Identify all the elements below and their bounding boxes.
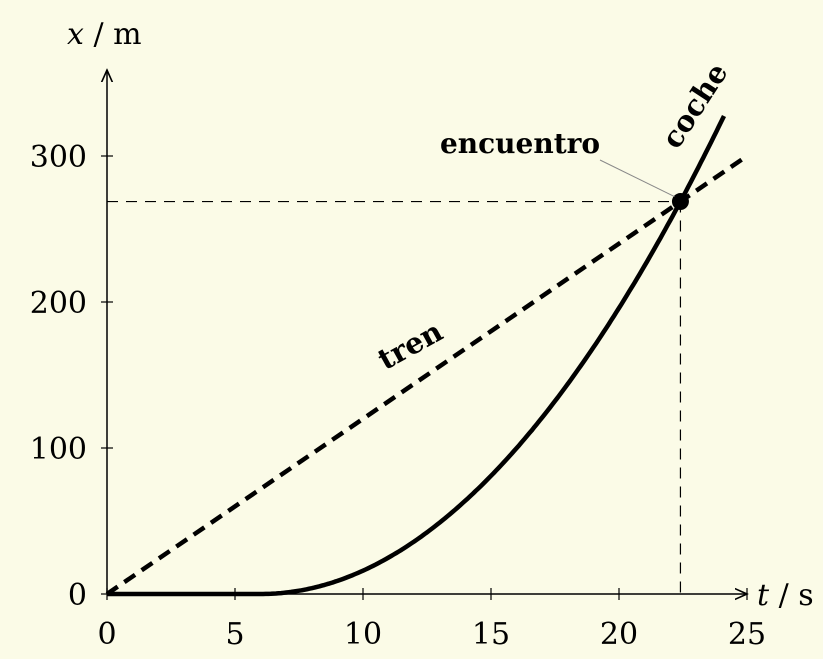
- x-tick-label: 25: [728, 617, 766, 652]
- x-tick-label: 0: [97, 617, 116, 652]
- meeting-guides: [107, 200, 682, 594]
- x-tick-label: 20: [600, 617, 638, 652]
- y-axis-label: x / m: [67, 17, 142, 52]
- ticks: 0 5 10 15 20 25 0 100 200 300: [30, 140, 766, 652]
- series-layer: [105, 114, 749, 597]
- y-tick-label: 300: [30, 140, 87, 175]
- y-tick-label: 200: [30, 286, 87, 321]
- series-line-tren: [105, 154, 749, 596]
- annotation-encuentro: encuentro: [440, 127, 600, 160]
- x-tick-label: 10: [344, 617, 382, 652]
- y-tick-label: 100: [30, 432, 87, 467]
- x-axis-label: t / s: [757, 578, 814, 613]
- x-tick-label: 5: [225, 617, 244, 652]
- annotation-leader: [599, 159, 675, 198]
- x-tick-label: 15: [472, 617, 510, 652]
- meeting-point: [671, 193, 689, 211]
- y-tick-label: 0: [68, 578, 87, 613]
- series-label-coche: coche: [655, 57, 735, 155]
- series-line-coche: [107, 114, 727, 597]
